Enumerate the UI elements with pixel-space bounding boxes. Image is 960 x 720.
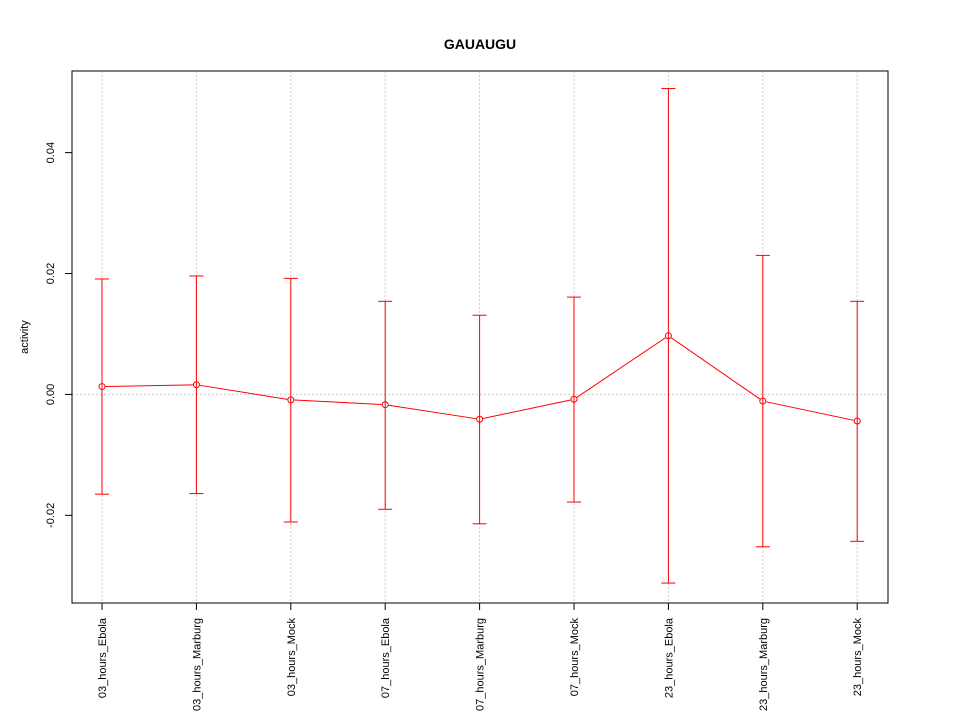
x-tick-label: 07_hours_Marburg — [475, 618, 487, 711]
x-tick-label: 03_hours_Ebola — [97, 617, 109, 698]
x-tick-label: 23_hours_Mock — [852, 618, 864, 697]
y-axis: -0.02 0.00 0.02 0.04 — [45, 142, 72, 528]
y-tick-label: 0.02 — [45, 263, 57, 284]
chart-title: GAUAUGU — [444, 36, 516, 52]
series-line-segment — [482, 399, 571, 419]
series-line-segment — [105, 384, 193, 388]
x-tick-label: 03_hours_Marburg — [191, 618, 203, 711]
data-point — [853, 417, 861, 425]
x-axis: 03_hours_Ebola 03_hours_Marburg 03_hours_M… — [97, 603, 864, 711]
x-tick-label: 23_hours_Ebola — [663, 617, 675, 698]
y-tick-label: -0.02 — [45, 503, 57, 528]
data-point — [476, 415, 484, 423]
series — [95, 88, 865, 584]
y-axis-label: activity — [19, 320, 31, 354]
y-tick-label: 0.04 — [45, 142, 57, 163]
data-point — [664, 332, 672, 340]
series-line-segment — [576, 337, 666, 398]
y-tick-label: 0.00 — [45, 384, 57, 405]
data-point — [192, 381, 200, 389]
series-line-segment — [766, 401, 854, 421]
x-tick-label: 07_hours_Ebola — [380, 617, 392, 698]
series-line-segment — [388, 404, 477, 420]
x-tick-label: 03_hours_Mock — [286, 618, 298, 697]
data-point — [287, 396, 295, 404]
x-tick-label: 23_hours_Marburg — [758, 618, 770, 711]
series-line-segment — [294, 399, 382, 406]
series-line-segment — [199, 384, 288, 400]
data-point — [381, 401, 389, 409]
data-point — [570, 395, 578, 403]
x-tick-label: 07_hours_Mock — [569, 618, 581, 697]
data-point — [759, 397, 767, 405]
series-line-segment — [670, 337, 761, 400]
data-point — [98, 383, 106, 391]
